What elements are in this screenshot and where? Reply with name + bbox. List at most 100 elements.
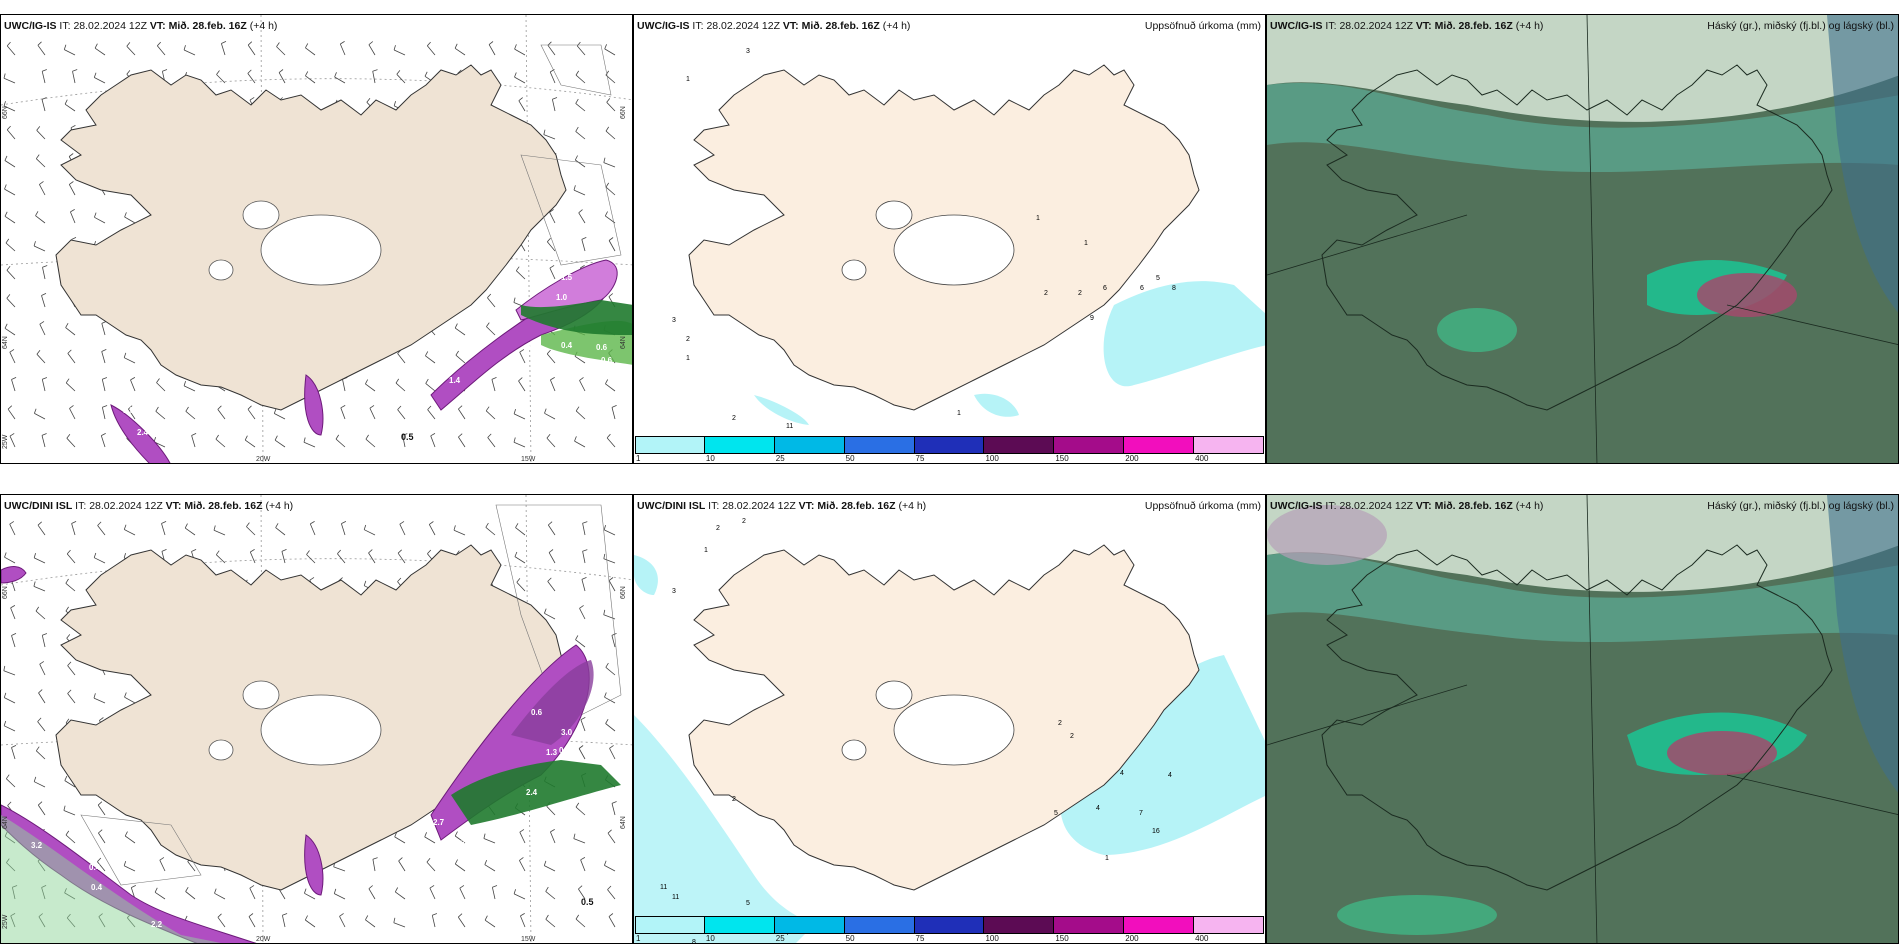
precip-spot-value: 5 xyxy=(746,900,750,907)
wind-barb-feather xyxy=(214,888,217,894)
wind-barb-feather xyxy=(458,405,463,410)
wind-barb-feather xyxy=(513,437,516,443)
wind-barb-feather xyxy=(123,860,127,866)
wind-barb-feather xyxy=(604,692,607,698)
colorbar-swatch xyxy=(1054,916,1125,934)
wind-barb-feather xyxy=(365,434,369,440)
wind-barb xyxy=(579,608,586,620)
vt-value: Mið. 28.feb. 16Z xyxy=(184,500,263,512)
wind-barb-feather xyxy=(455,350,459,356)
wind-barb xyxy=(515,527,526,536)
wind-barb-feather xyxy=(575,98,579,104)
wind-barb-feather xyxy=(42,69,47,72)
wind-barb xyxy=(513,893,526,900)
vt-value: Mið. 28.feb. 16Z xyxy=(168,20,247,32)
wind-barb xyxy=(333,866,346,872)
wind-barb xyxy=(459,888,466,900)
wind-barb-feather xyxy=(309,577,315,581)
wind-barb xyxy=(156,382,166,392)
wind-barb-feather xyxy=(248,913,254,917)
wind-barb-feather xyxy=(424,832,427,838)
wind-barb xyxy=(604,696,616,704)
wind-barb-feather xyxy=(340,405,346,409)
wind-barb-feather xyxy=(605,379,609,384)
wind-barb-feather xyxy=(543,129,546,135)
wind-barb xyxy=(69,408,76,420)
wind-barb xyxy=(397,409,406,420)
wind-barb xyxy=(36,750,46,760)
wind-barb-feather xyxy=(575,802,580,808)
wind-barb xyxy=(64,103,76,112)
wind-barb-feather xyxy=(97,521,102,526)
wind-barb xyxy=(573,838,586,844)
wind-barb xyxy=(427,409,436,420)
wind-barb xyxy=(274,439,286,448)
wind-barb-feather xyxy=(98,829,103,834)
wind-barb-feather xyxy=(603,524,606,531)
wind-barb-feather xyxy=(34,408,37,414)
wind-barb xyxy=(41,379,46,392)
wind-barb xyxy=(4,160,16,168)
wind-barb-feather xyxy=(454,43,458,49)
wind-barb-feather xyxy=(67,661,72,666)
wind-precip-panel-igis: 1.5 1.0 0.7 0.4 0.6 0.6 1.4 2.4 1.5 0.5 20W 15W 6… xyxy=(0,14,633,464)
wind-barb-feather xyxy=(487,433,492,438)
wind-barb xyxy=(5,242,16,252)
lead-time: (+4 h) xyxy=(1515,500,1544,512)
wind-barb xyxy=(545,918,556,928)
wind-barb-feather xyxy=(274,435,278,441)
wind-barb xyxy=(604,865,616,872)
wind-barb-feather xyxy=(369,405,375,409)
wind-barb xyxy=(305,919,316,928)
wind-barb-feather xyxy=(4,184,7,190)
wind-barb-feather xyxy=(11,745,17,748)
wind-barb xyxy=(215,438,226,448)
wind-barb-feather xyxy=(4,155,8,161)
wind-barb xyxy=(485,526,496,536)
wind-barb-feather xyxy=(429,885,435,889)
wind-barb-feather xyxy=(607,885,612,890)
wind-barb-feather xyxy=(399,521,405,525)
wind-barb xyxy=(516,582,526,592)
wind-barb xyxy=(485,410,496,420)
wind-barb xyxy=(605,666,616,676)
wind-barb xyxy=(396,74,406,84)
wind-barb xyxy=(37,524,46,536)
wind-barb-feather xyxy=(513,889,516,895)
it-value: 28.02.2024 12Z xyxy=(89,500,163,512)
contour-label: 2.4 xyxy=(137,428,149,437)
wind-barb-feather xyxy=(102,405,108,408)
hatched-snow-areas xyxy=(520,44,622,266)
wind-barb xyxy=(67,353,76,364)
wind-barb-feather xyxy=(215,550,220,555)
wind-barb-feather xyxy=(425,351,429,356)
vt-label: VT: xyxy=(1415,500,1432,512)
colorbar-frame xyxy=(635,436,1264,454)
wind-barb xyxy=(549,212,556,224)
wind-barb-feather xyxy=(394,832,397,838)
wind-barb-feather xyxy=(605,662,609,668)
wind-barb-feather xyxy=(578,209,583,214)
wind-barb xyxy=(154,891,166,900)
wind-barb xyxy=(6,298,16,308)
wind-barb-feather xyxy=(99,717,104,721)
precip-spot-value: 4 xyxy=(1168,772,1172,779)
wind-barb xyxy=(6,129,16,140)
wind-barb xyxy=(101,379,106,392)
wind-barb-feather xyxy=(184,523,188,529)
wind-barb-feather xyxy=(126,42,131,47)
wind-barb xyxy=(101,351,106,364)
wind-precip-panel-dini: 3.2 0.4 0.4 2.2 2.2 2.7 2.4 1.0 0.2 2.8 0.5 0.6 3.0 1… xyxy=(0,494,633,944)
wind-barb xyxy=(249,551,256,564)
wind-barb xyxy=(33,586,46,592)
wind-barb-feather xyxy=(543,860,547,866)
wind-barb xyxy=(9,435,16,448)
wind-barb-feather xyxy=(368,41,374,46)
wind-barb-feather xyxy=(608,293,614,298)
wind-barb-feather xyxy=(247,41,253,46)
wind-barb-feather xyxy=(458,913,463,918)
wind-barb-feather xyxy=(39,181,44,185)
wind-barb xyxy=(402,435,406,448)
wind-barb-feather xyxy=(217,405,222,410)
wind-barb xyxy=(11,747,16,760)
